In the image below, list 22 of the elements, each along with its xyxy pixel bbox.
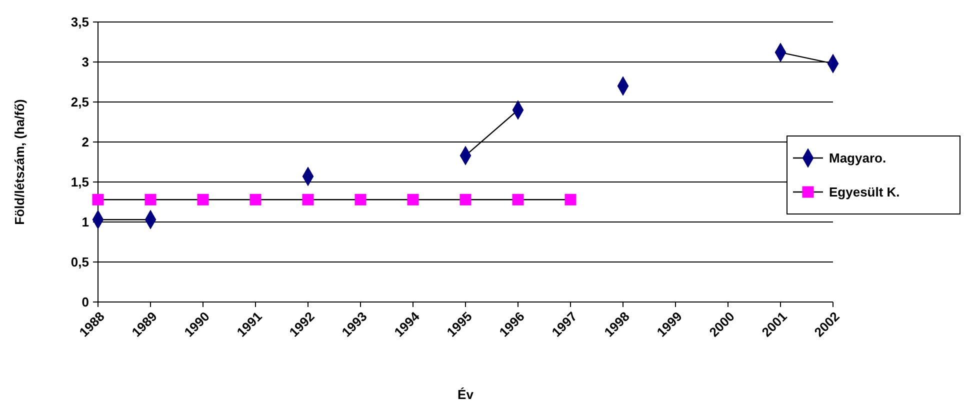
point [92,194,104,206]
point [302,194,314,206]
point [407,194,419,206]
y-tick-label: 1 [82,214,89,230]
y-tick-label: 2 [82,134,89,150]
y-tick-label: 3,5 [70,14,89,30]
x-axis-title: Év [458,387,474,402]
y-tick-label: 2,5 [70,94,89,110]
point [564,194,576,206]
y-tick-label: 0 [82,294,89,310]
legend-label: Magyaro. [829,150,886,166]
point [354,194,366,206]
point [460,194,472,206]
y-tick-label: 3 [82,54,89,70]
point [250,194,262,206]
point [512,194,524,206]
y-tick-label: 1,5 [70,174,89,190]
y-axis-title: Föld/létszám, (ha/fő) [12,99,27,225]
y-tick-label: 0,5 [70,254,89,270]
legend-label: Egyesült K. [829,184,900,200]
point [197,194,209,206]
point [144,194,156,206]
